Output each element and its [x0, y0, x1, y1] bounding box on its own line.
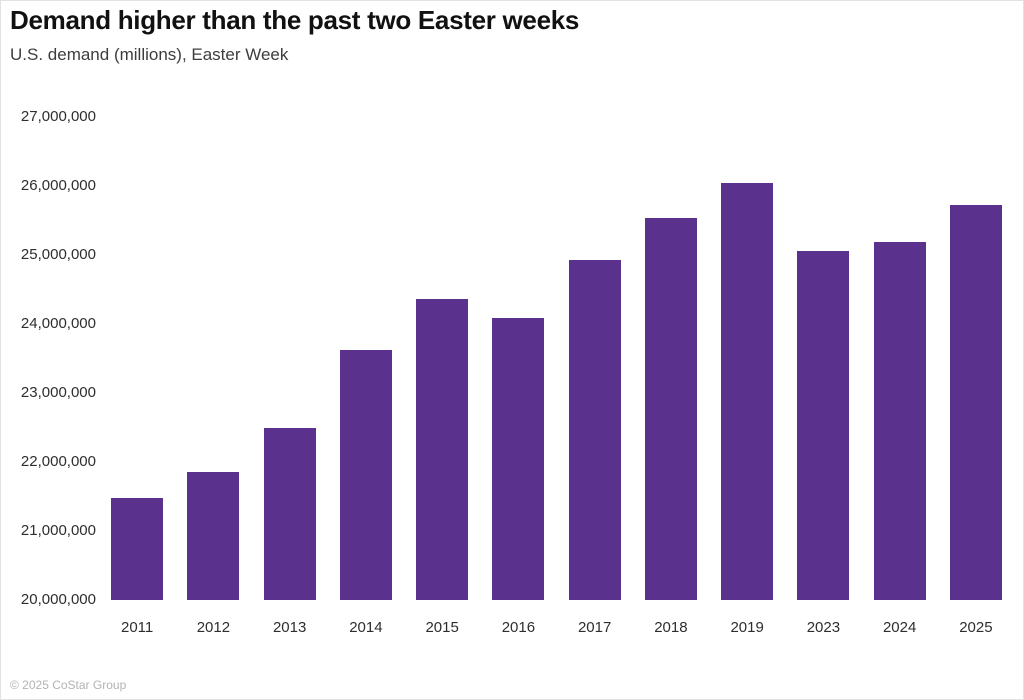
- bar-slot-2011: [99, 117, 175, 600]
- bar-slot-2019: [709, 117, 785, 600]
- bar-slot-2012: [175, 117, 251, 600]
- bar-slot-2015: [404, 117, 480, 600]
- bar-2011: [111, 497, 164, 600]
- chart-title: Demand higher than the past two Easter w…: [10, 5, 580, 35]
- y-tick-label: 26,000,000: [20, 177, 96, 194]
- bar-2015: [416, 299, 469, 600]
- bar-2018: [644, 218, 697, 600]
- y-tick-label: 23,000,000: [20, 384, 96, 401]
- bar-2013: [263, 428, 316, 600]
- x-label-2025: 2025: [959, 619, 993, 636]
- x-label-2015: 2015: [425, 619, 459, 636]
- bar-slot-2017: [557, 117, 633, 600]
- x-label-2012: 2012: [196, 619, 231, 636]
- bar-slot-2024: [862, 117, 938, 600]
- bar-slot-2018: [633, 117, 709, 600]
- x-label-2019: 2019: [730, 619, 764, 636]
- copyright-footer: © 2025 CoStar Group: [10, 678, 127, 692]
- bar-2012: [187, 471, 240, 600]
- y-tick-label: 25,000,000: [20, 246, 96, 263]
- bar-2023: [797, 250, 850, 600]
- y-tick-label: 24,000,000: [20, 315, 96, 332]
- y-tick-label: 20,000,000: [20, 591, 96, 608]
- plot-area: [99, 117, 1014, 600]
- y-tick-label: 27,000,000: [20, 108, 96, 125]
- bar-2019: [721, 183, 774, 600]
- bar-2016: [492, 317, 545, 600]
- bar-2024: [873, 241, 926, 600]
- bar-2014: [339, 349, 392, 600]
- bar-2017: [568, 259, 621, 600]
- x-label-2011: 2011: [120, 619, 154, 636]
- y-axis: 27,000,000 26,000,000 25,000,000 24,000,000…: [0, 108, 96, 608]
- y-tick-label: 21,000,000: [20, 522, 96, 539]
- x-label-2023: 2023: [806, 619, 841, 636]
- bar-2025: [949, 205, 1002, 600]
- bar-slot-2014: [328, 117, 404, 600]
- x-axis: 2011 2012 2013 2014 2015 2016 2017 2018 2019 2023…: [99, 619, 1014, 636]
- bar-slot-2013: [252, 117, 328, 600]
- x-label-2016: 2016: [501, 619, 536, 636]
- y-tick-label: 22,000,000: [20, 453, 96, 470]
- x-label-2024: 2024: [882, 619, 917, 636]
- chart-subtitle: U.S. demand (millions), Easter Week: [10, 45, 289, 64]
- bar-slot-2025: [938, 117, 1014, 600]
- x-label-2014: 2014: [349, 619, 383, 636]
- x-label-2018: 2018: [654, 619, 688, 636]
- bar-slot-2023: [785, 117, 861, 600]
- x-label-2013: 2013: [272, 619, 307, 636]
- x-label-2017: 2017: [577, 619, 612, 636]
- bar-slot-2016: [480, 117, 556, 600]
